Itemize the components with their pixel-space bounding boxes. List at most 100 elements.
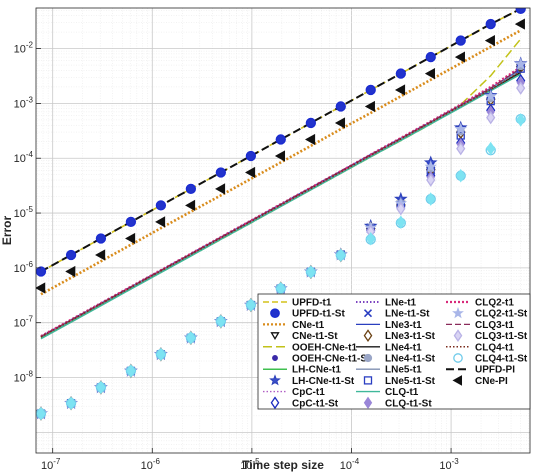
legend-label-cne-pi: CNe-PI [475, 376, 508, 387]
legend-marker-lne3-t1-st [363, 329, 373, 343]
series-clq-t1 [40, 73, 522, 340]
y-tick-label: 10-6 [14, 260, 34, 275]
data-point-clq2-t1-st [514, 57, 527, 70]
data-point-upfd-t1-st [125, 216, 137, 228]
x-tick-label: 10-7 [41, 457, 61, 472]
data-point-clq2-t1-st [424, 160, 437, 173]
data-point-cne-pi [305, 133, 316, 146]
y-tick-label: 10-5 [14, 205, 34, 220]
data-point-upfd-t1-st [215, 167, 226, 178]
series-upfd-pi [40, 8, 522, 273]
data-point-cne-pi [334, 117, 346, 129]
legend-label-cpc-t1-st: CpC-t1-St [292, 398, 339, 409]
data-point-upfd-t1-st [485, 18, 496, 30]
y-tick-label: 10-3 [14, 95, 34, 110]
data-point-upfd-t1-st [245, 150, 257, 162]
data-point-upfd-t1-st [65, 249, 77, 261]
series-cne-pi [36, 18, 525, 294]
legend-label-clq-t1-st: CLQ-t1-St [385, 398, 432, 409]
legend-label-clq3-t1: CLQ3-t1 [475, 320, 514, 331]
data-point-cne-pi [514, 18, 525, 30]
legend-label-lne5-t1: LNe5-t1 [385, 365, 422, 376]
legend-label-lne-t1-st: LNe-t1-St [385, 309, 430, 320]
grid [36, 8, 530, 453]
y-tick-label: 10-2 [14, 41, 34, 56]
data-point-clq3-t1-st [486, 110, 496, 125]
legend-marker-lne-t1-st [363, 309, 373, 318]
x-tick-label: 10-5 [240, 457, 260, 472]
legend-swatch-clq2-t1-st [452, 307, 464, 319]
legend-label-upfd-pi: UPFD-PI [475, 365, 515, 376]
legend-label-clq4-t1-st: CLQ4-t1-St [475, 354, 528, 365]
data-point-cne-pi [364, 100, 375, 113]
legend-label-clq4-t1: CLQ4-t1 [475, 342, 514, 353]
legend-label-lh-cne-t1-st: LH-CNe-t1-St [292, 376, 355, 387]
legend-label-lne-t1: LNe-t1 [385, 298, 417, 309]
series-upfd-t1-st [36, 8, 526, 277]
data-point-clq-cyan-st [186, 331, 196, 345]
legend-label-lh-cne-t1: LH-CNe-t1 [292, 365, 341, 376]
legend-swatch-upfd-t1-st [270, 308, 280, 319]
legend-swatch-clq3-t1-st [453, 329, 463, 343]
legend-swatch-ooeh-cne-t1-st [272, 355, 278, 361]
y-tick-label: 10-7 [14, 315, 34, 330]
legend-marker-lh-cne-t1-st [269, 374, 281, 386]
data-point-cne-pi [274, 150, 286, 162]
legend-marker-cne-t1-st [270, 332, 280, 341]
legend-label-lne3-t1-st: LNe3-t1-St [385, 331, 436, 342]
series-line-clq-t1 [40, 73, 522, 340]
data-point-upfd-t1-st [515, 8, 526, 15]
legend-label-ooeh-cne-t1-st: OOEH-CNe-t1-St [292, 354, 371, 365]
legend-label-lne4-t1: LNe4-t1 [385, 342, 422, 353]
legend: UPFD-t1UPFD-t1-StCNe-t1CNe-t1-StOOEH-CNe… [257, 293, 531, 410]
legend-marker-lne5-t1-st [363, 376, 373, 385]
data-point-cne-pi [155, 216, 166, 228]
data-point-clq-cyan-st [366, 231, 376, 246]
legend-marker-clq2-t1-st [452, 307, 464, 319]
data-point-cne-pi [65, 265, 76, 278]
series-line-cne-t1 [40, 29, 522, 296]
data-point-upfd-t1-st [395, 68, 406, 79]
data-point-clq-cyan-st [456, 168, 466, 183]
series-clq4-t1 [40, 70, 522, 338]
legend-label-cne-t1-st: CNe-t1-St [292, 331, 338, 342]
legend-label-clq2-t1-st: CLQ2-t1-St [475, 309, 528, 320]
data-point-cne-pi [454, 51, 465, 63]
data-point-cne-pi [394, 84, 406, 96]
data-point-clq-cyan-st [96, 380, 106, 395]
data-point-clq-cyan-st [246, 298, 256, 312]
legend-swatch-lh-cne-t1-st [269, 374, 281, 386]
data-point-clq-cyan-st [36, 406, 46, 421]
data-point-upfd-t1-st [305, 117, 317, 129]
data-point-clq-cyan-st [156, 347, 166, 362]
legend-marker-clq-t1-st [363, 396, 373, 409]
y-tick-label: 10-8 [14, 370, 34, 385]
legend-label-clq-t1: CLQ-t1 [385, 387, 419, 398]
plot-frame [35, 7, 531, 454]
series-layer [36, 8, 528, 421]
data-point-clq-cyan-st [486, 141, 496, 156]
legend-marker-clq4-t1-st [453, 353, 463, 363]
data-point-upfd-t1-st [425, 51, 436, 63]
legend-box [257, 293, 531, 410]
legend-marker-ooeh-cne-t1-st [272, 355, 278, 361]
data-point-cne-pi [125, 232, 136, 245]
data-point-clq-cyan-st [126, 364, 136, 378]
series-clq-cyan-st [36, 113, 526, 421]
data-point-clq-cyan-st [336, 248, 346, 263]
legend-swatch-cne-t1-st [270, 332, 280, 341]
legend-label-clq2-t1: CLQ2-t1 [475, 298, 514, 309]
data-point-cne-pi [215, 183, 226, 195]
series-line-upfd-pi [40, 8, 522, 273]
x-tick-label: 10-4 [340, 457, 360, 472]
x-axis-label: Time step size [242, 458, 324, 472]
data-point-cne-pi [484, 34, 495, 47]
data-point-cne-pi [185, 199, 196, 211]
series-cne-t1 [40, 29, 522, 296]
legend-swatch-lne5-t1-st [363, 376, 373, 385]
legend-label-lne3-t1: LNe3-t1 [385, 320, 422, 331]
data-point-clq3-t1-st [516, 81, 526, 95]
x-tick-label: 10-3 [439, 457, 459, 472]
data-point-cne-pi [245, 166, 256, 179]
legend-marker-clq3-t1-st [453, 329, 463, 343]
